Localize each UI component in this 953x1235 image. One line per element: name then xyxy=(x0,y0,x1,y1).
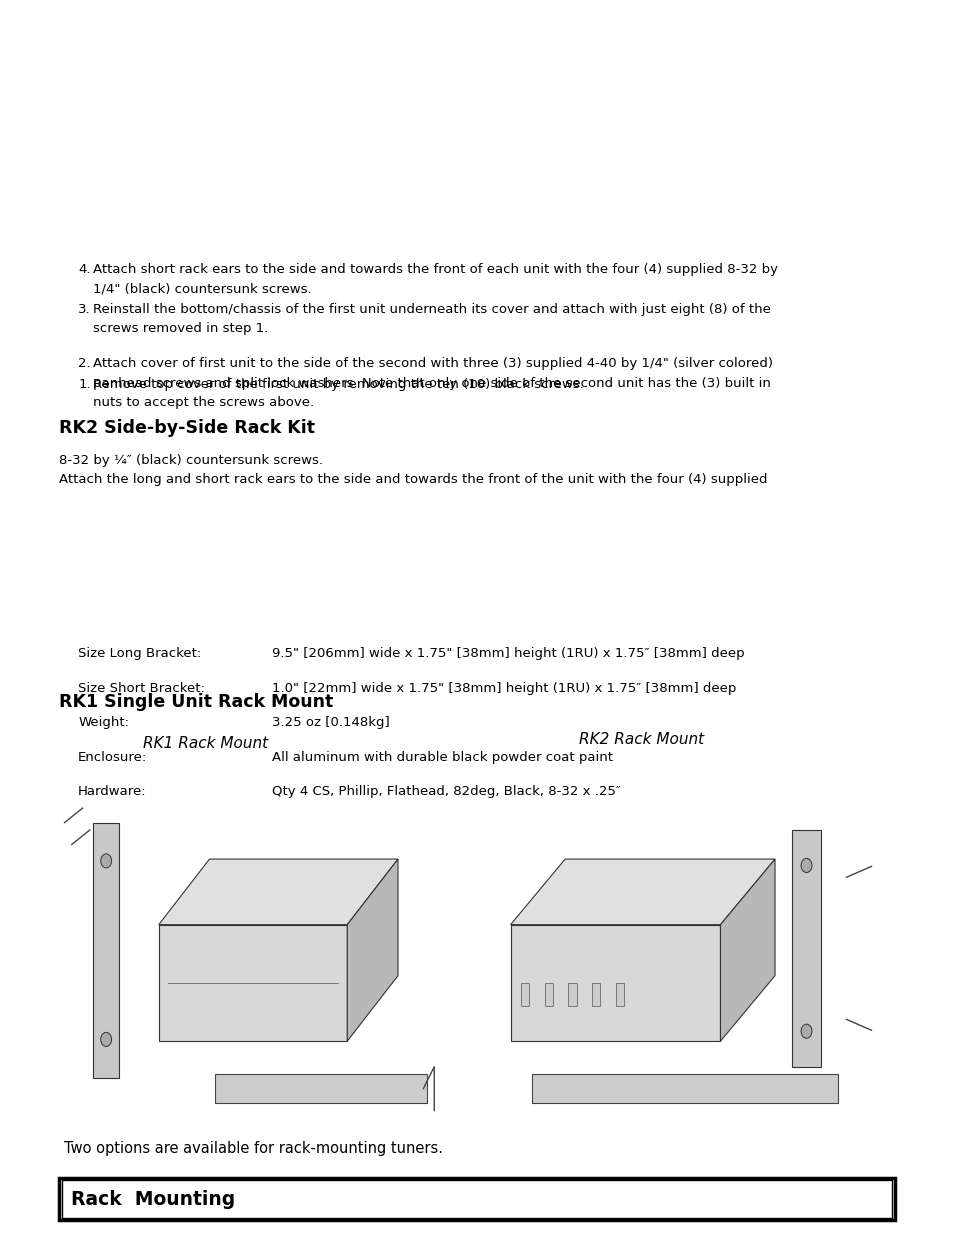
Text: Size Long Bracket:: Size Long Bracket: xyxy=(78,647,201,661)
Text: Attach the long and short rack ears to the side and towards the front of the uni: Attach the long and short rack ears to t… xyxy=(59,473,767,487)
Circle shape xyxy=(101,1032,112,1046)
Text: Enclosure:: Enclosure: xyxy=(78,751,148,764)
Bar xyxy=(568,983,576,1007)
Text: Hardware:: Hardware: xyxy=(78,785,147,799)
Text: Reinstall the bottom/chassis of the first unit underneath its cover and attach w: Reinstall the bottom/chassis of the firs… xyxy=(93,303,771,316)
Text: RK2 Side-by-Side Rack Kit: RK2 Side-by-Side Rack Kit xyxy=(59,419,314,437)
Polygon shape xyxy=(510,860,774,925)
Text: screws removed in step 1.: screws removed in step 1. xyxy=(93,322,269,336)
Text: 3.: 3. xyxy=(78,303,91,316)
Bar xyxy=(531,1074,837,1103)
Circle shape xyxy=(801,1024,811,1039)
Text: Attach cover of first unit to the side of the second with three (3) supplied 4-4: Attach cover of first unit to the side o… xyxy=(93,357,773,370)
Text: Qty 4 CS, Phillip, Flathead, 82deg, Black, 8-32 x .25″: Qty 4 CS, Phillip, Flathead, 82deg, Blac… xyxy=(272,785,620,799)
Text: Two options are available for rack-mounting tuners.: Two options are available for rack-mount… xyxy=(64,1141,442,1156)
Text: panhead screws and split lock washers. Note that only one side of the second uni: panhead screws and split lock washers. N… xyxy=(93,377,771,390)
Text: 1/4" (black) countersunk screws.: 1/4" (black) countersunk screws. xyxy=(93,283,312,296)
Text: 9.5" [206mm] wide x 1.75" [38mm] height (1RU) x 1.75″ [38mm] deep: 9.5" [206mm] wide x 1.75" [38mm] height … xyxy=(272,647,743,661)
Bar xyxy=(615,983,623,1007)
Text: 1.0" [22mm] wide x 1.75" [38mm] height (1RU) x 1.75″ [38mm] deep: 1.0" [22mm] wide x 1.75" [38mm] height (… xyxy=(272,682,736,695)
Bar xyxy=(158,925,347,1041)
Text: nuts to accept the screws above.: nuts to accept the screws above. xyxy=(93,396,314,410)
Text: Attach short rack ears to the side and towards the front of each unit with the f: Attach short rack ears to the side and t… xyxy=(93,263,778,277)
Text: 2.: 2. xyxy=(78,357,91,370)
Text: 3.25 oz [0.148kg]: 3.25 oz [0.148kg] xyxy=(272,716,389,730)
Bar xyxy=(59,1178,894,1220)
Text: 8-32 by ¼″ (black) countersunk screws.: 8-32 by ¼″ (black) countersunk screws. xyxy=(59,454,323,468)
Text: 1.: 1. xyxy=(78,378,91,391)
Bar xyxy=(215,1074,427,1103)
Text: Rack  Mounting: Rack Mounting xyxy=(71,1189,234,1209)
Bar xyxy=(62,1181,891,1218)
Bar xyxy=(520,983,529,1007)
Text: Weight:: Weight: xyxy=(78,716,129,730)
Text: Remove top cover of the first unit by removing the ten (10) black screws.: Remove top cover of the first unit by re… xyxy=(93,378,584,391)
Polygon shape xyxy=(720,860,774,1041)
Text: RK1 Rack Mount: RK1 Rack Mount xyxy=(142,736,268,751)
Polygon shape xyxy=(347,860,397,1041)
Bar xyxy=(93,823,119,1078)
Text: RK1 Single Unit Rack Mount: RK1 Single Unit Rack Mount xyxy=(59,693,333,711)
Text: Size Short Bracket:: Size Short Bracket: xyxy=(78,682,205,695)
Text: 4.: 4. xyxy=(78,263,91,277)
Text: All aluminum with durable black powder coat paint: All aluminum with durable black powder c… xyxy=(272,751,612,764)
Bar xyxy=(591,983,599,1007)
Bar xyxy=(544,983,553,1007)
Text: RK2 Rack Mount: RK2 Rack Mount xyxy=(578,732,703,747)
Polygon shape xyxy=(158,860,397,925)
Bar xyxy=(791,830,821,1067)
Bar xyxy=(510,925,720,1041)
Circle shape xyxy=(801,858,811,872)
Circle shape xyxy=(101,853,112,868)
